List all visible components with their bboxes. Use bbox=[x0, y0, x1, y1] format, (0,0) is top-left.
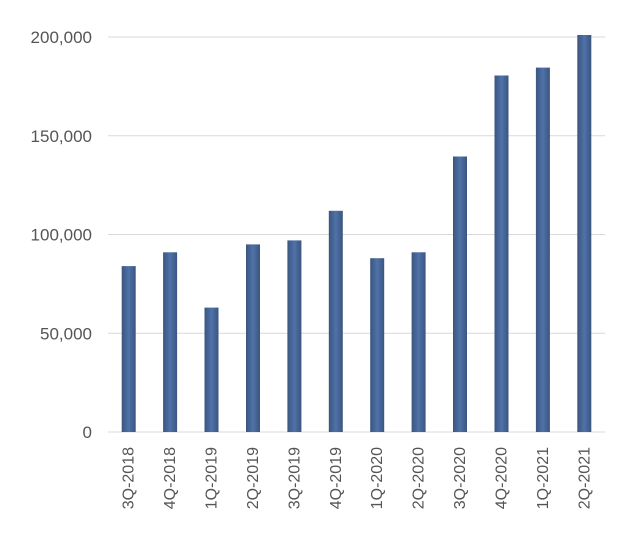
grid-layer bbox=[108, 36, 605, 433]
x-tick-label: 4Q-2020 bbox=[494, 447, 511, 509]
y-tick-label: 0 bbox=[83, 423, 92, 442]
bar-3Q-2020 bbox=[453, 156, 467, 432]
bar-2Q-2019 bbox=[246, 244, 260, 432]
bar-2Q-2020 bbox=[411, 252, 426, 432]
x-tick-label: 1Q-2021 bbox=[535, 447, 552, 509]
x-tick-label: 2Q-2020 bbox=[411, 447, 428, 509]
bar-1Q-2020 bbox=[370, 258, 385, 432]
x-tick-label: 2Q-2019 bbox=[245, 447, 262, 509]
bar-2Q-2021 bbox=[577, 35, 592, 432]
x-tick-label: 4Q-2018 bbox=[162, 447, 179, 509]
bar-4Q-2020 bbox=[494, 75, 509, 432]
y-tick-label: 200,000 bbox=[31, 28, 92, 47]
bar-4Q-2018 bbox=[163, 252, 178, 432]
y-axis: 0 50,000 100,000 150,000 200,000 bbox=[31, 28, 92, 442]
bar-3Q-2019 bbox=[287, 240, 302, 432]
x-tick-label: 2Q-2021 bbox=[576, 447, 593, 509]
x-tick-label: 1Q-2020 bbox=[369, 447, 386, 509]
x-tick-label: 4Q-2019 bbox=[328, 447, 345, 509]
bar-1Q-2021 bbox=[535, 67, 550, 432]
bar-1Q-2019 bbox=[204, 307, 219, 432]
y-tick-label: 50,000 bbox=[40, 324, 92, 343]
y-tick-label: 100,000 bbox=[31, 226, 92, 245]
x-tick-label: 1Q-2019 bbox=[204, 447, 221, 509]
x-axis: 3Q-2018 4Q-2018 1Q-2019 2Q-2019 3Q-2019 4Q-20… bbox=[121, 447, 594, 509]
bar-3Q-2018 bbox=[121, 266, 136, 432]
bars bbox=[121, 35, 592, 432]
x-tick-label: 3Q-2019 bbox=[286, 447, 303, 509]
x-tick-label: 3Q-2020 bbox=[452, 447, 469, 509]
bar-4Q-2019 bbox=[328, 210, 343, 432]
y-tick-label: 150,000 bbox=[31, 127, 92, 146]
x-tick-label: 3Q-2018 bbox=[121, 447, 138, 509]
